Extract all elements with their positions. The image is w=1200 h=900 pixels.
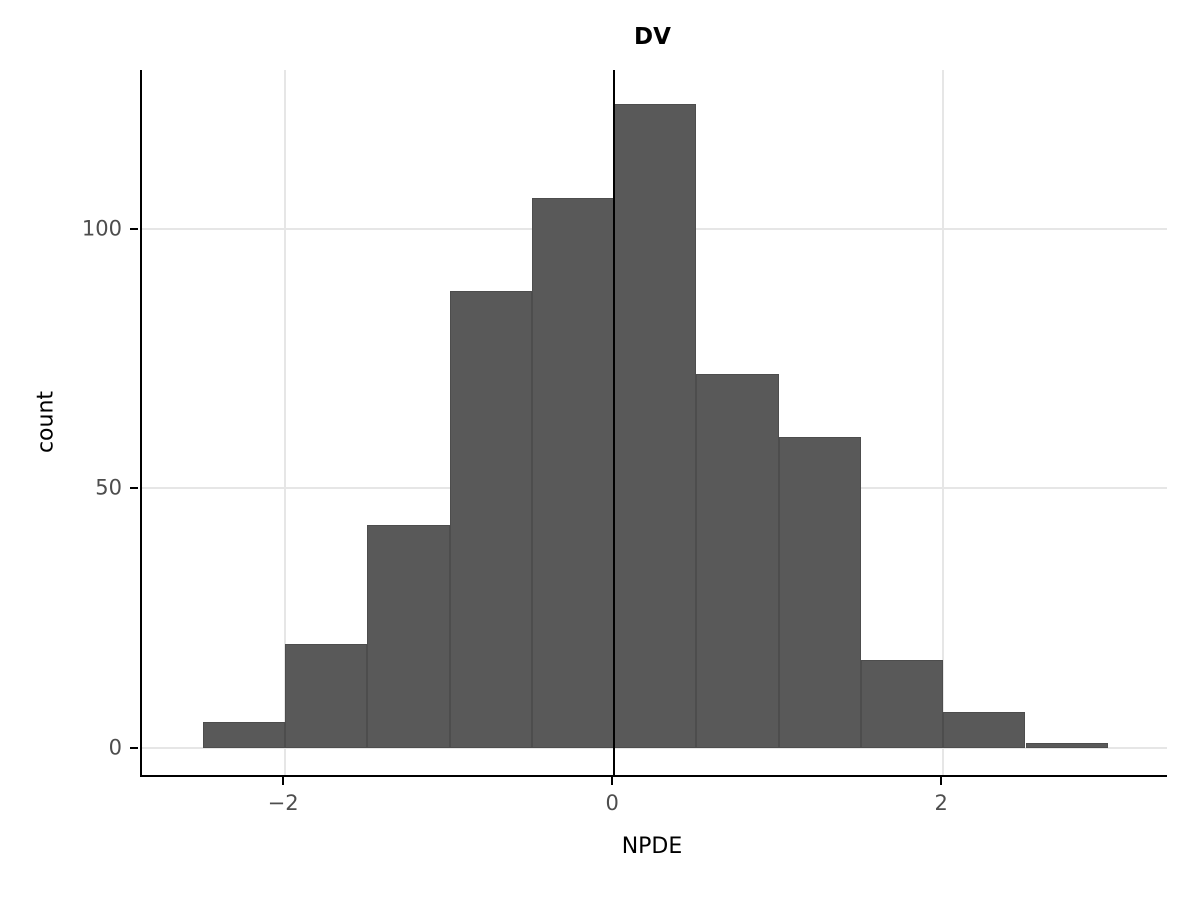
x-tick-label: −2	[267, 791, 299, 815]
histogram-bar	[860, 659, 944, 748]
plot-area	[140, 70, 1167, 777]
x-tick-mark	[940, 777, 943, 785]
histogram-bar	[778, 436, 861, 748]
x-axis-title: NPDE	[621, 834, 683, 859]
chart-title: DV	[634, 24, 671, 50]
histogram-bar	[285, 644, 368, 748]
histogram-bar	[202, 722, 286, 748]
y-axis-title: count	[33, 390, 59, 454]
histogram-bar	[531, 197, 615, 748]
x-gridline	[284, 70, 287, 775]
y-tick-mark	[130, 747, 138, 749]
y-gridline	[142, 747, 1167, 749]
y-tick-label: 0	[108, 735, 122, 760]
y-tick-mark	[130, 487, 138, 490]
histogram-bar	[943, 711, 1026, 748]
x-tick-mark	[282, 777, 285, 785]
y-tick-label: 100	[81, 216, 122, 241]
histogram-bar	[1025, 742, 1108, 748]
histogram-bar	[614, 104, 697, 748]
y-tick-mark	[130, 227, 138, 230]
y-tick-label: 50	[95, 475, 122, 500]
x-tick-label: 2	[934, 791, 948, 815]
histogram-bar	[696, 374, 779, 748]
zero-reference-line	[613, 70, 616, 775]
x-tick-label: 0	[605, 791, 619, 815]
x-gridline	[942, 70, 945, 775]
histogram-bar	[367, 524, 450, 748]
x-tick-mark	[611, 777, 614, 785]
histogram-bar	[449, 291, 532, 748]
